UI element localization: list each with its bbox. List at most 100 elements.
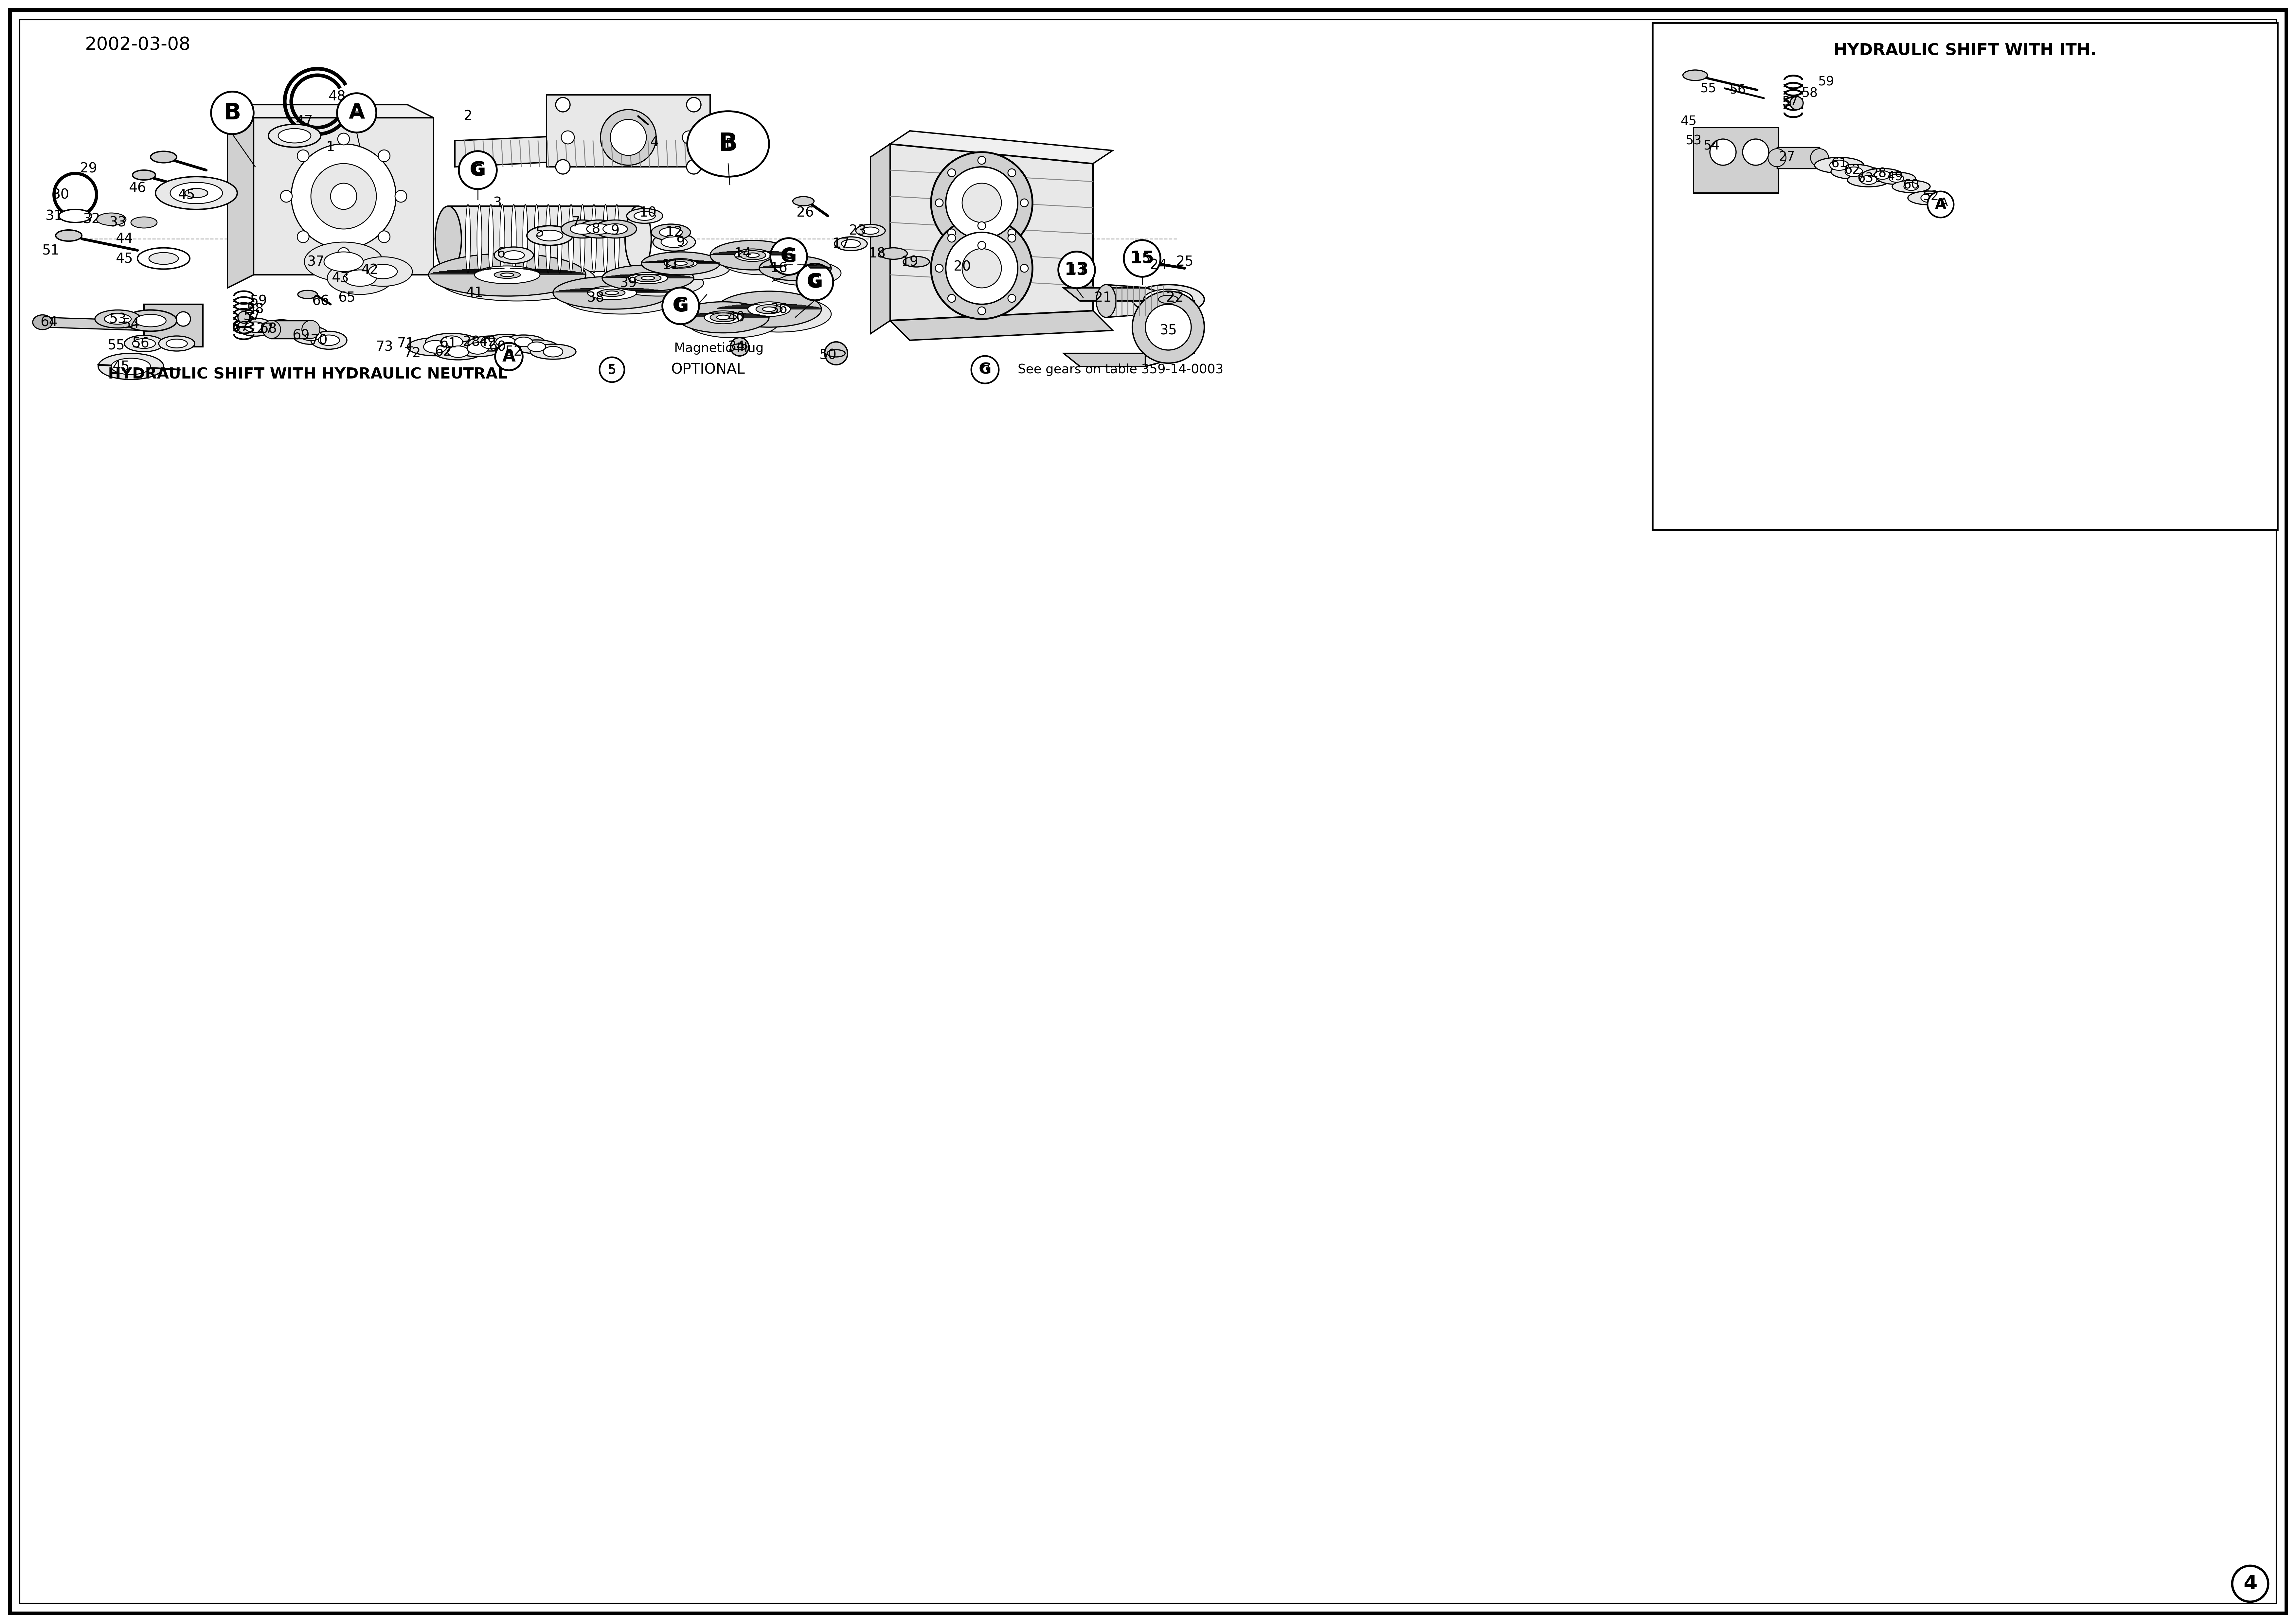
Ellipse shape (133, 339, 156, 349)
Text: 20: 20 (953, 260, 971, 274)
Ellipse shape (641, 276, 654, 279)
Ellipse shape (328, 261, 393, 294)
Text: 52: 52 (1922, 190, 1938, 203)
Text: 8: 8 (592, 222, 599, 235)
Text: 55: 55 (108, 338, 124, 352)
Bar (546, 94, 709, 167)
Text: 25: 25 (1176, 255, 1194, 268)
Circle shape (946, 232, 1017, 304)
Ellipse shape (581, 204, 585, 273)
Circle shape (978, 307, 985, 315)
Circle shape (338, 248, 349, 260)
Circle shape (296, 149, 310, 162)
Ellipse shape (902, 256, 930, 266)
Text: 53: 53 (1685, 135, 1701, 148)
Text: 9: 9 (611, 224, 620, 237)
Ellipse shape (1830, 161, 1848, 170)
Ellipse shape (585, 224, 611, 234)
Text: OPTIONAL: OPTIONAL (670, 362, 744, 377)
Text: 9: 9 (677, 235, 684, 248)
Text: A: A (1936, 198, 1947, 211)
Text: 49: 49 (480, 334, 496, 349)
Text: 28: 28 (1871, 167, 1887, 180)
Ellipse shape (319, 334, 340, 346)
Ellipse shape (448, 346, 468, 357)
Ellipse shape (668, 260, 693, 268)
Ellipse shape (558, 204, 563, 273)
Bar (271, 321, 310, 339)
Text: 18: 18 (868, 247, 886, 260)
Text: 65: 65 (338, 291, 356, 305)
Polygon shape (448, 206, 638, 271)
Ellipse shape (138, 248, 191, 269)
Circle shape (1711, 140, 1736, 166)
Text: 59: 59 (250, 294, 266, 308)
Text: 45: 45 (115, 252, 133, 265)
Text: 14: 14 (735, 247, 751, 260)
Text: A: A (503, 347, 517, 365)
Ellipse shape (1890, 174, 1903, 182)
Ellipse shape (569, 204, 574, 273)
Ellipse shape (1143, 289, 1194, 310)
Ellipse shape (781, 263, 810, 273)
Circle shape (459, 151, 496, 190)
Text: G: G (781, 247, 797, 266)
Ellipse shape (294, 326, 328, 344)
Ellipse shape (434, 344, 482, 360)
Circle shape (2232, 1566, 2268, 1602)
Text: 27: 27 (1779, 151, 1795, 164)
Circle shape (1146, 304, 1192, 351)
Text: 36: 36 (769, 302, 788, 316)
Text: 57: 57 (243, 308, 262, 323)
Text: A: A (351, 104, 360, 118)
Ellipse shape (553, 276, 670, 308)
Text: G: G (980, 364, 990, 375)
Text: 1: 1 (326, 140, 335, 154)
Text: G: G (783, 248, 794, 261)
Ellipse shape (305, 242, 383, 281)
Ellipse shape (629, 273, 668, 284)
Ellipse shape (659, 227, 682, 237)
Ellipse shape (709, 313, 737, 321)
Ellipse shape (60, 209, 92, 222)
Ellipse shape (1132, 284, 1205, 315)
Circle shape (496, 342, 523, 370)
Circle shape (1791, 96, 1802, 110)
Ellipse shape (560, 221, 604, 239)
Polygon shape (227, 118, 253, 287)
Ellipse shape (636, 274, 661, 282)
Ellipse shape (861, 227, 879, 234)
Text: 6: 6 (496, 247, 505, 260)
Text: 3: 3 (494, 196, 503, 209)
Ellipse shape (1095, 284, 1116, 318)
Text: 55: 55 (1701, 83, 1717, 94)
Ellipse shape (503, 252, 523, 260)
Bar (1777, 148, 1818, 169)
Text: 61: 61 (1830, 157, 1848, 170)
Ellipse shape (604, 224, 627, 234)
Circle shape (1743, 140, 1768, 166)
Circle shape (1058, 252, 1095, 289)
Polygon shape (1107, 284, 1171, 318)
Ellipse shape (827, 349, 845, 357)
Circle shape (946, 167, 1017, 239)
Ellipse shape (748, 302, 790, 316)
Ellipse shape (466, 342, 489, 354)
Circle shape (280, 190, 292, 203)
Polygon shape (1063, 287, 1146, 300)
Text: 23: 23 (850, 224, 866, 237)
Ellipse shape (721, 245, 806, 274)
Circle shape (948, 229, 955, 237)
Text: Magnetic Plug: Magnetic Plug (675, 342, 765, 355)
Text: B: B (719, 131, 737, 156)
Ellipse shape (170, 182, 223, 203)
Ellipse shape (264, 320, 298, 338)
Text: 52: 52 (505, 344, 523, 359)
Circle shape (978, 156, 985, 164)
Ellipse shape (475, 266, 540, 284)
Ellipse shape (544, 346, 563, 357)
Text: 38: 38 (588, 291, 604, 305)
Ellipse shape (324, 252, 363, 271)
Text: 54: 54 (122, 316, 140, 331)
Ellipse shape (755, 305, 783, 313)
